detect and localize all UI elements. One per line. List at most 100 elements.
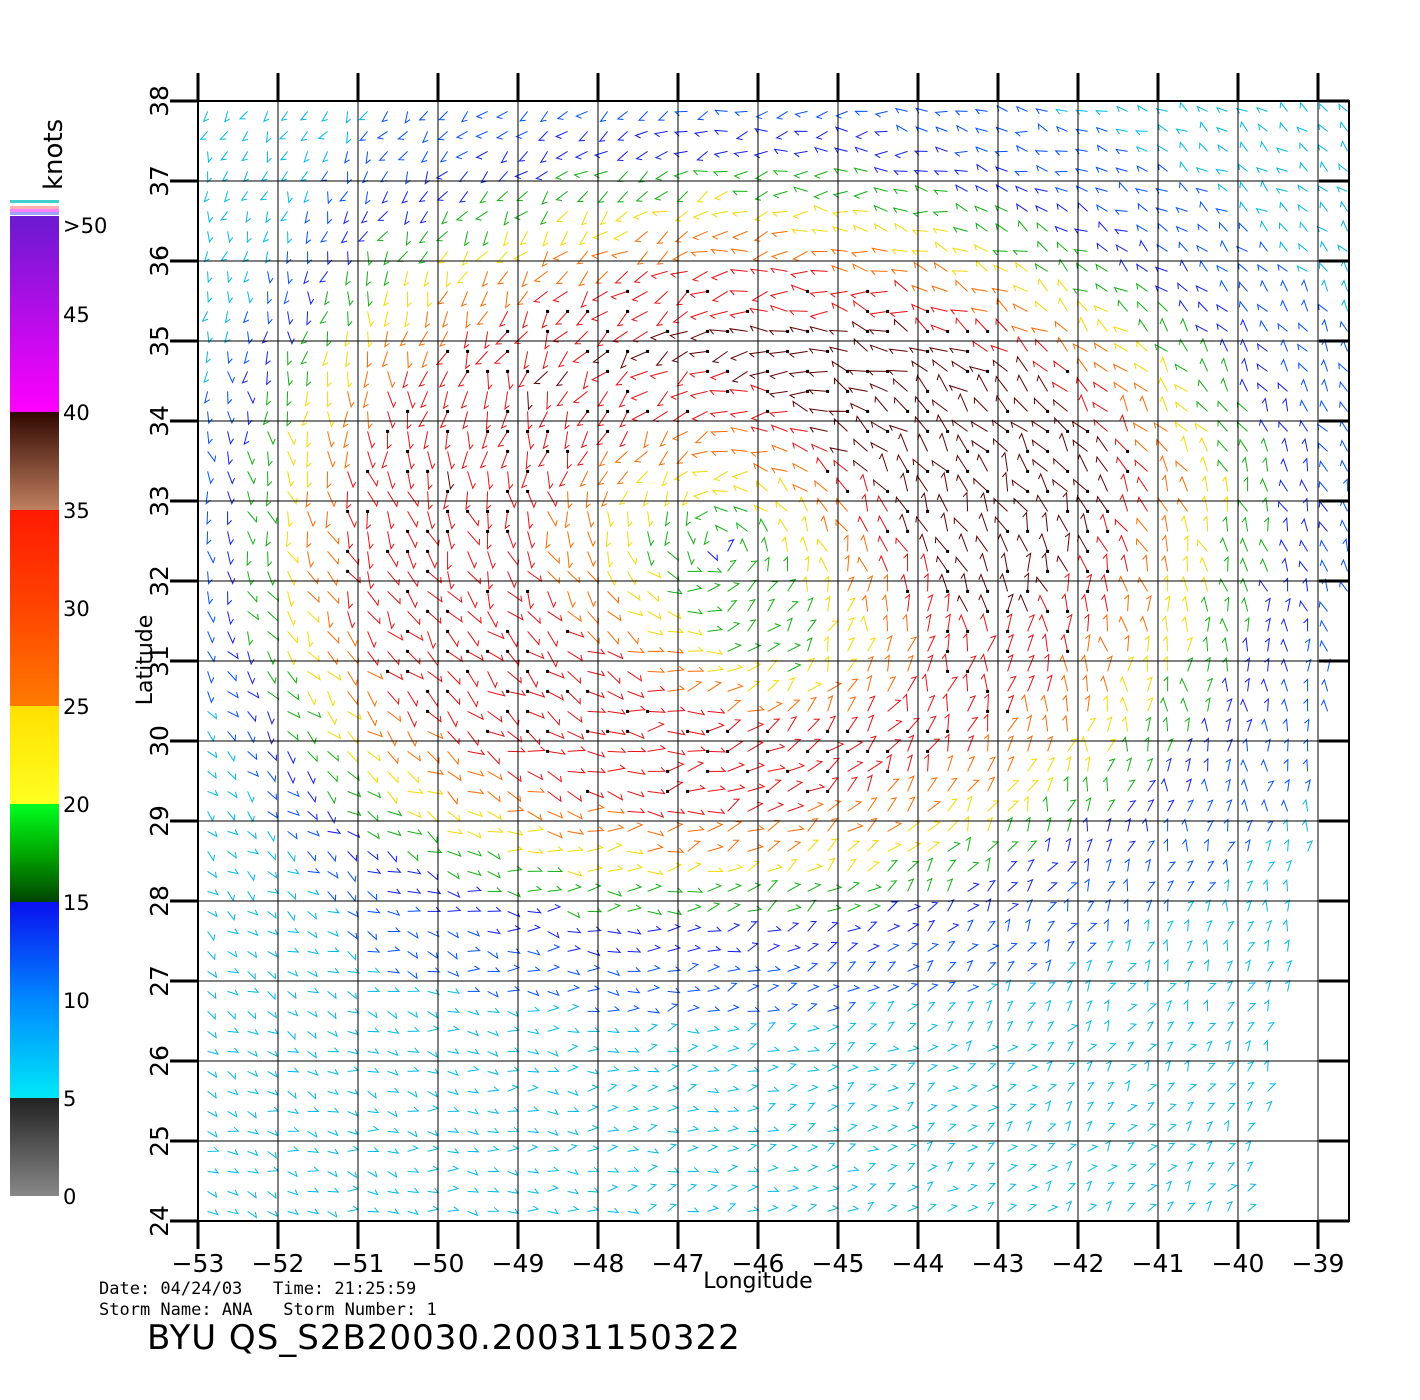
wind-vector: [418, 231, 429, 244]
wind-vector: [888, 348, 908, 355]
wind-vector: [816, 497, 828, 512]
rain-flag-marker: [606, 349, 610, 353]
wind-vector: [747, 662, 762, 672]
wind-vector: [1067, 922, 1078, 932]
plot-frame: [197, 100, 1350, 1222]
wind-vector: [955, 202, 968, 212]
wind-vector: [767, 1064, 780, 1072]
wind-vector: [207, 1130, 218, 1138]
rain-flag-marker: [706, 289, 710, 293]
rain-flag-marker: [406, 549, 410, 553]
wind-vector: [967, 943, 979, 952]
wind-vector: [944, 592, 950, 612]
wind-vector: [607, 1167, 620, 1173]
wind-vector: [1177, 282, 1188, 292]
rain-flag-marker: [506, 629, 510, 633]
rain-flag-marker: [626, 309, 630, 313]
wind-vector: [1159, 356, 1169, 372]
wind-vector: [1256, 342, 1268, 352]
wind-vector: [1175, 128, 1188, 135]
wind-vector: [907, 1082, 916, 1092]
wind-vector: [1224, 596, 1230, 612]
wind-vector: [438, 371, 449, 388]
wind-vector: [287, 671, 298, 685]
wind-vector: [407, 970, 418, 980]
y-tick-label: 36: [145, 245, 174, 277]
wind-vector: [467, 749, 486, 756]
wind-vector: [1016, 355, 1029, 372]
colorbar-overflow-stripe: [10, 212, 59, 215]
wind-vector: [247, 1128, 260, 1135]
wind-vector: [485, 411, 491, 431]
wind-vector: [263, 111, 270, 123]
wind-vector: [367, 451, 376, 469]
wind-vector: [507, 829, 524, 836]
wind-vector: [207, 889, 219, 896]
wind-vector: [727, 1164, 739, 1172]
wind-vector: [1120, 473, 1129, 492]
wind-vector: [727, 1004, 740, 1012]
wind-vector: [573, 331, 588, 345]
wind-vector: [1247, 1183, 1257, 1192]
wind-vector: [1106, 838, 1113, 852]
wind-vector: [1147, 840, 1156, 852]
wind-vector: [747, 1084, 759, 1092]
wind-vector: [1115, 128, 1128, 135]
wind-vector: [612, 230, 628, 241]
wind-vector: [827, 984, 840, 992]
wind-vector: [978, 593, 989, 612]
wind-vector: [1066, 1160, 1073, 1172]
wind-vector: [1060, 633, 1069, 652]
wind-vector: [787, 858, 798, 872]
wind-vector: [1318, 520, 1328, 532]
wind-vector: [1137, 576, 1149, 592]
wind-vector: [647, 591, 660, 603]
wind-vector: [507, 1066, 520, 1072]
wind-vector: [206, 511, 212, 526]
rain-flag-marker: [906, 529, 910, 533]
rain-flag-marker: [1026, 489, 1030, 493]
wind-vector: [1199, 141, 1208, 152]
wind-vector: [555, 311, 568, 325]
colorbar-tick-label: 35: [63, 499, 90, 523]
wind-vector: [1284, 939, 1290, 952]
wind-vector: [307, 651, 320, 663]
wind-vector: [1067, 861, 1077, 872]
wind-vector: [947, 899, 955, 912]
wind-vector: [407, 986, 421, 992]
wind-vector: [687, 1083, 698, 1092]
wind-vector: [547, 1185, 559, 1192]
wind-vector: [327, 611, 334, 629]
wind-vector: [547, 551, 560, 565]
wind-vector: [1319, 201, 1328, 212]
wind-vector: [940, 512, 949, 532]
wind-vector: [607, 571, 617, 587]
wind-vector: [1067, 1023, 1079, 1032]
wind-vector: [1282, 878, 1289, 892]
wind-vector: [983, 733, 989, 752]
wind-vector: [567, 1044, 579, 1052]
rain-flag-marker: [886, 489, 890, 493]
rain-flag-marker: [1066, 649, 1070, 653]
wind-vector: [587, 670, 606, 677]
wind-vector: [1187, 657, 1194, 672]
wind-vector: [267, 1010, 278, 1019]
wind-vector: [807, 1025, 820, 1032]
wind-vector: [827, 1164, 839, 1172]
wind-vector: [556, 110, 568, 120]
wind-vector: [507, 671, 522, 684]
wind-vector: [996, 105, 1008, 112]
wind-vector: [855, 130, 868, 140]
wind-vector: [427, 590, 443, 603]
wind-vector: [631, 330, 648, 343]
wind-vector: [647, 707, 667, 713]
rain-flag-marker: [406, 649, 410, 653]
wind-vector: [887, 699, 902, 712]
wind-vector: [227, 351, 233, 365]
wind-vector: [951, 270, 968, 276]
wind-vector: [727, 621, 741, 632]
wind-vector: [479, 191, 489, 204]
wind-vector: [287, 947, 300, 953]
wind-vector: [1259, 557, 1269, 572]
wind-vector: [1013, 170, 1028, 176]
